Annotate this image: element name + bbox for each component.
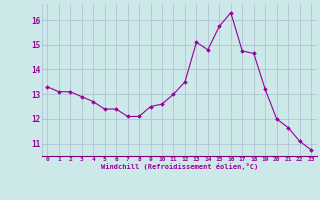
- X-axis label: Windchill (Refroidissement éolien,°C): Windchill (Refroidissement éolien,°C): [100, 163, 258, 170]
